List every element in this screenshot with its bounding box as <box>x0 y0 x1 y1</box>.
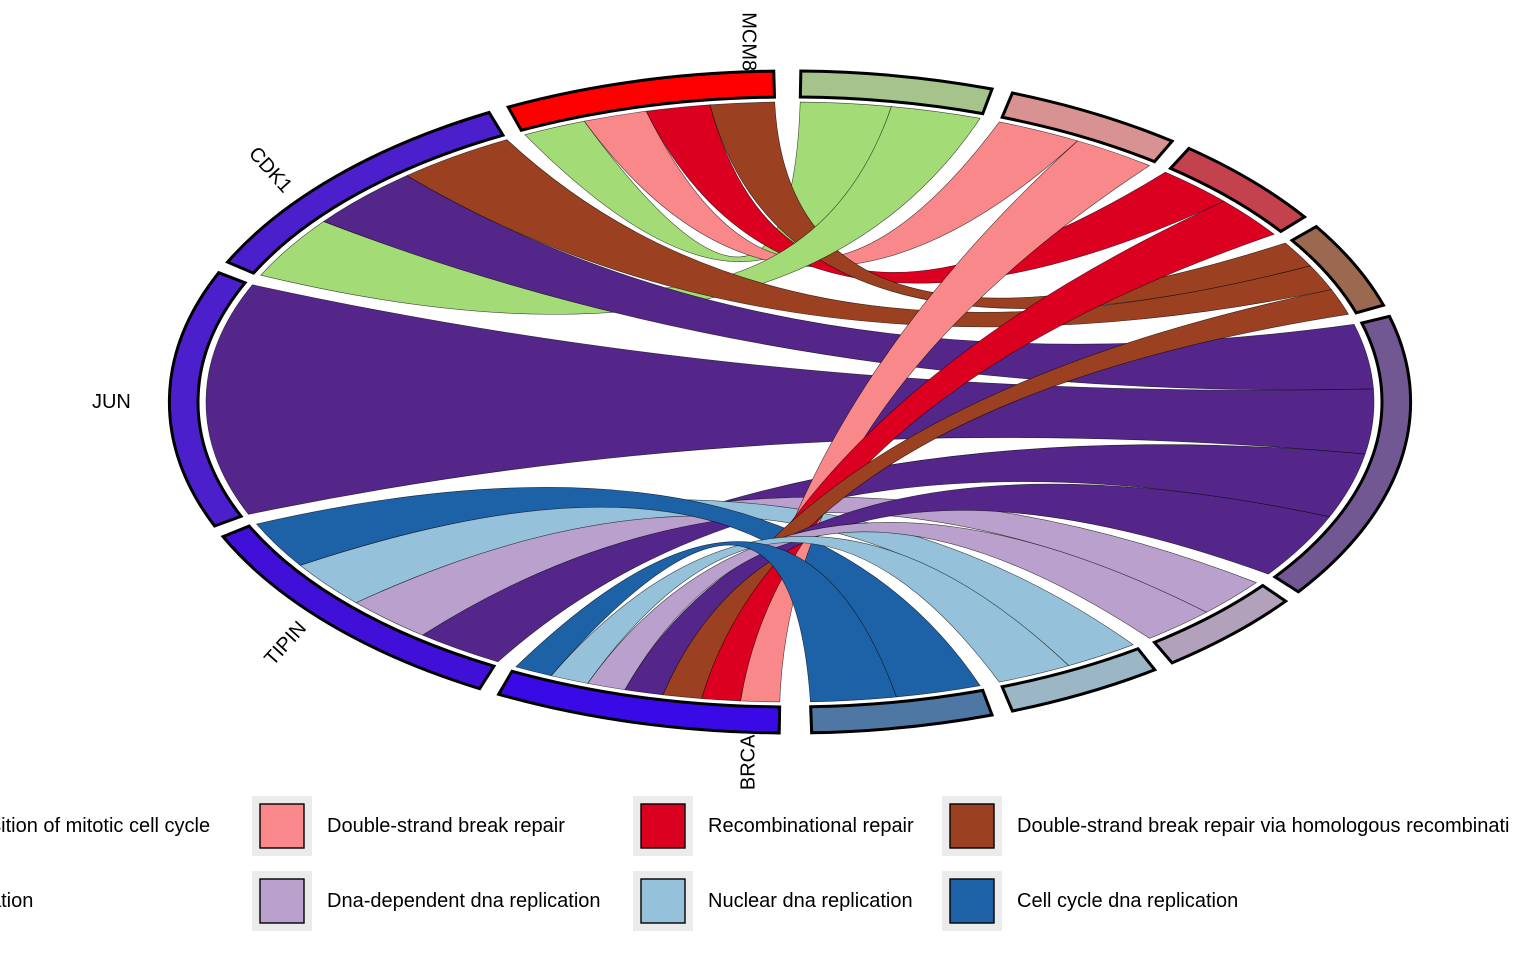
legend-label: Cell cycle dna replication <box>1017 890 1238 912</box>
term-segment-dna-dependent-dna-replication <box>1151 583 1289 665</box>
legend-label: Double-strand break repair <box>327 815 565 837</box>
ribbon-cdk1-dna-replication <box>322 175 1374 391</box>
gene-segment-cdk1 <box>225 110 506 275</box>
legend-swatch <box>949 803 995 849</box>
term-segment-double-strand-break-repair <box>1000 91 1175 164</box>
ribbon-mcm8-double-strand-break-repair <box>583 110 1079 267</box>
legend-item-nuclear-dna-replication: Nuclear dna replication <box>633 871 913 931</box>
ribbon-mcm8-double-strand-break-repair-via-homologous-recombination <box>709 101 1311 309</box>
term-segment-nuclear-dna-replication <box>1000 646 1158 713</box>
legend: nsition of mitotic cell cycle Double-stra… <box>0 796 1509 931</box>
gene-label-cdk1: CDK1 <box>244 143 296 197</box>
legend-item-transition-of-mitotic-cell-cycle: nsition of mitotic cell cycle <box>0 815 210 837</box>
gene-label-brca: BRCA <box>738 734 760 790</box>
legend-swatch <box>640 803 686 849</box>
legend-item-recombinational-repair: Recombinational repair <box>633 796 914 856</box>
gene-segment-tipin <box>220 524 497 691</box>
gene-label-mcm8: MCM8 <box>738 12 760 71</box>
term-segment-double-strand-break-repair-via-homologous-recombination <box>1289 224 1386 315</box>
ribbon-brca-cell-cycle-dna-replication <box>515 541 897 703</box>
legend-label: nsition of mitotic cell cycle <box>0 815 210 837</box>
legend-item-double-strand-break-repair: Double-strand break repair <box>252 796 565 856</box>
ribbon-brca-dna-dependent-dna-replication <box>587 522 1208 691</box>
term-segment-transition-of-mitotic-cell-cycle <box>798 69 995 116</box>
legend-label: Recombinational repair <box>708 815 914 837</box>
gene-segment-jun <box>167 270 248 528</box>
legend-swatch <box>259 878 305 924</box>
legend-swatch <box>949 878 995 924</box>
gene-segments <box>167 69 782 735</box>
legend-label: cation <box>0 890 33 912</box>
gene-label-jun: JUN <box>92 391 131 413</box>
gene-segment-mcm8 <box>506 69 777 132</box>
chord-ribbons <box>205 101 1375 703</box>
term-segment-dna-replication <box>1272 314 1413 594</box>
ribbon-jun-dna-replication <box>205 284 1375 515</box>
legend-swatch <box>640 878 686 924</box>
term-segments <box>798 69 1413 735</box>
term-segment-cell-cycle-dna-replication <box>809 688 995 735</box>
legend-item-cell-cycle-dna-replication: Cell cycle dna replication <box>942 871 1238 931</box>
legend-label: Dna-dependent dna replication <box>327 890 601 912</box>
legend-item-dna-replication: cation <box>0 890 33 912</box>
legend-item-dna-dependent-dna-replication: Dna-dependent dna replication <box>252 871 601 931</box>
legend-swatch <box>259 803 305 849</box>
legend-label: Double-strand break repair via homologou… <box>1017 815 1509 837</box>
legend-item-double-strand-break-repair-via-homologous-recombination: Double-strand break repair via homologou… <box>942 796 1509 856</box>
gene-segment-brca <box>496 669 782 735</box>
ribbon-cdk1-double-strand-break-repair-via-homologous-recombination <box>406 139 1333 328</box>
legend-label: Nuclear dna replication <box>708 890 913 912</box>
gene-label-tipin: TIPIN <box>260 617 311 670</box>
term-segment-recombinational-repair <box>1167 146 1308 234</box>
